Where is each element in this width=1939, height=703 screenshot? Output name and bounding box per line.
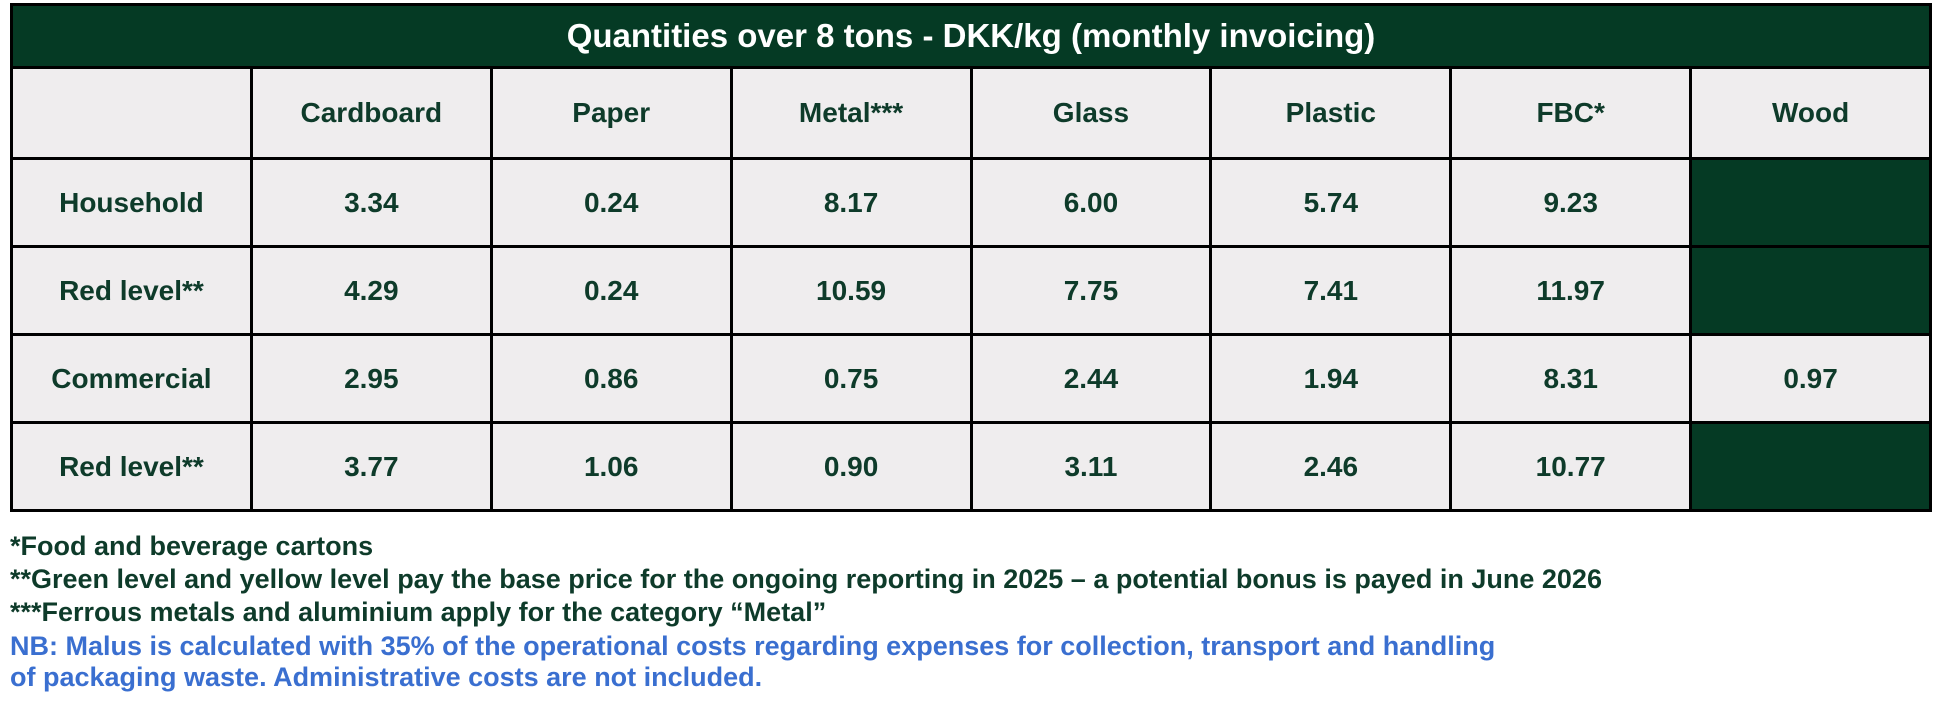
nb-line-1: NB: Malus is calculated with 35% of the … (10, 631, 1496, 661)
header-cell-empty (10, 66, 253, 160)
table-cell: 2.44 (969, 333, 1213, 424)
table-cell: 8.17 (729, 157, 973, 248)
table-cell: 6.00 (969, 157, 1213, 248)
table-cell: 2.95 (249, 333, 493, 424)
table-header-row: Cardboard Paper Metal*** Glass Plastic F… (10, 66, 1932, 160)
table-row: Commercial 2.95 0.86 0.75 2.44 1.94 8.31… (10, 333, 1932, 424)
table-cell: 0.97 (1689, 333, 1932, 424)
table-cell: 0.24 (489, 157, 733, 248)
nb-line-2: of packaging waste. Administrative costs… (10, 662, 763, 692)
header-cell-plastic: Plastic (1209, 66, 1453, 160)
table-cell: 0.90 (729, 421, 973, 512)
table-cell: 8.31 (1449, 333, 1693, 424)
table-cell: 0.24 (489, 245, 733, 336)
row-label: Commercial (10, 333, 253, 424)
row-label: Red level** (10, 245, 253, 336)
footnote-metal: ***Ferrous metals and aluminium apply fo… (10, 597, 827, 627)
table-row: Red level** 3.77 1.06 0.90 3.11 2.46 10.… (10, 421, 1932, 512)
price-table-container: Quantities over 8 tons - DKK/kg (monthly… (10, 3, 1932, 512)
table-cell: 7.41 (1209, 245, 1453, 336)
header-cell-metal: Metal*** (729, 66, 973, 160)
footnotes: *Food and beverage cartons **Green level… (10, 530, 1910, 693)
table-cell: 0.75 (729, 333, 973, 424)
table-cell: 1.94 (1209, 333, 1453, 424)
footnote-red-level: **Green level and yellow level pay the b… (10, 564, 1602, 594)
table-cell: 3.34 (249, 157, 493, 248)
table-cell: 2.46 (1209, 421, 1453, 512)
header-cell-glass: Glass (969, 66, 1213, 160)
table-row: Household 3.34 0.24 8.17 6.00 5.74 9.23 (10, 157, 1932, 248)
table-cell: 10.77 (1449, 421, 1693, 512)
table-title: Quantities over 8 tons - DKK/kg (monthly… (10, 3, 1932, 66)
footnote-fbc: *Food and beverage cartons (10, 531, 374, 561)
header-cell-wood: Wood (1689, 66, 1932, 160)
table-cell: 3.77 (249, 421, 493, 512)
table-cell: 0.86 (489, 333, 733, 424)
table-cell-blocked (1689, 157, 1932, 248)
table-cell: 5.74 (1209, 157, 1453, 248)
header-cell-paper: Paper (489, 66, 733, 160)
table-cell: 9.23 (1449, 157, 1693, 248)
nb-note: NB: Malus is calculated with 35% of the … (10, 631, 1910, 693)
table-cell-blocked (1689, 421, 1932, 512)
table-cell: 10.59 (729, 245, 973, 336)
header-cell-fbc: FBC* (1449, 66, 1693, 160)
table-cell: 4.29 (249, 245, 493, 336)
row-label: Red level** (10, 421, 253, 512)
table-cell: 7.75 (969, 245, 1213, 336)
table-cell: 3.11 (969, 421, 1213, 512)
table-row: Red level** 4.29 0.24 10.59 7.75 7.41 11… (10, 245, 1932, 336)
table-cell: 11.97 (1449, 245, 1693, 336)
table-cell: 1.06 (489, 421, 733, 512)
table-cell-blocked (1689, 245, 1932, 336)
price-table: Cardboard Paper Metal*** Glass Plastic F… (10, 66, 1932, 512)
row-label: Household (10, 157, 253, 248)
header-cell-cardboard: Cardboard (249, 66, 493, 160)
